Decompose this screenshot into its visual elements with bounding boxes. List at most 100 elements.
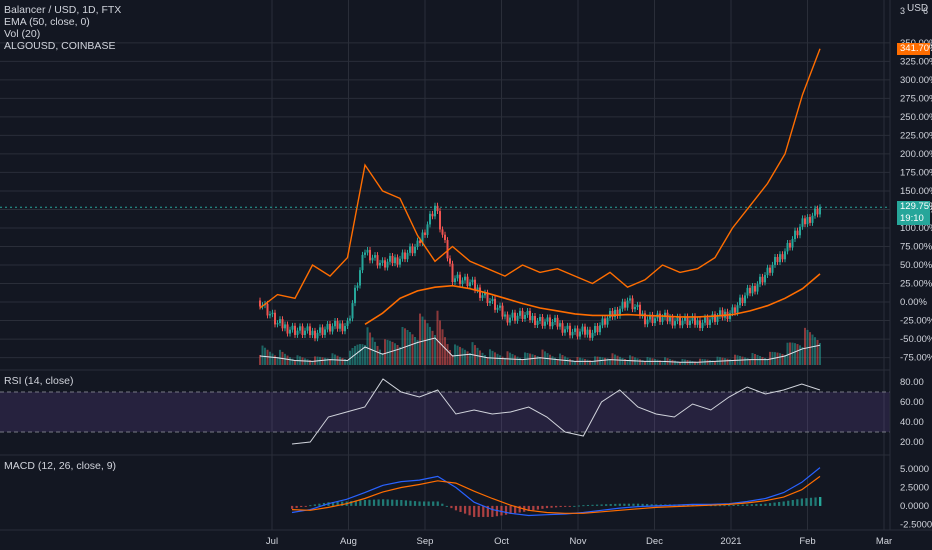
candle-body (331, 326, 334, 332)
macd-histogram-bar (359, 500, 362, 506)
legend-symbol[interactable]: Balancer / USD, 1D, FTX (4, 4, 122, 16)
price-tick-label: -25.00% (900, 316, 932, 327)
time-tick-label: Dec (646, 536, 663, 547)
volume-bar (321, 357, 324, 365)
macd-histogram-bar (791, 500, 794, 506)
volume-bar (444, 337, 446, 365)
volume-bar (604, 357, 606, 365)
macd-histogram-bar (322, 502, 326, 506)
candle-body (779, 254, 781, 263)
candle-body (714, 314, 716, 322)
volume-bar (611, 353, 614, 365)
candle-body (539, 317, 541, 322)
volume-bar (344, 359, 346, 365)
macd-histogram-bar (586, 504, 590, 506)
macd-histogram-bar (386, 499, 389, 506)
candle-body (564, 329, 566, 333)
candle-body (436, 205, 439, 212)
volume-bar (741, 356, 744, 365)
volume-bar (714, 361, 716, 365)
time-axis[interactable]: Jul Aug Sep Oct Nov Dec 2021 Feb Mar (266, 536, 892, 547)
candle-body (694, 316, 696, 325)
macd-histogram-bar (527, 505, 530, 512)
volume-bar (279, 349, 281, 365)
candle-body (566, 325, 569, 330)
candle-body (526, 310, 529, 315)
legend-compare[interactable]: ALGOUSD, COINBASE (4, 40, 116, 52)
volume-bar (791, 342, 794, 365)
volume-bar (276, 357, 279, 365)
macd-histogram-bar (423, 501, 426, 506)
candle-body (741, 297, 744, 304)
candle-body (429, 213, 431, 225)
legend-rsi[interactable]: RSI (14, close) (4, 375, 74, 387)
candle-body (369, 249, 371, 261)
candle-body (514, 312, 516, 321)
currency-label[interactable]: USD (907, 3, 929, 14)
candle-body (361, 254, 364, 271)
volume-bar (494, 352, 496, 365)
macd-histogram-bar (641, 503, 644, 506)
volume-bar (426, 323, 429, 365)
candle-body (744, 295, 746, 304)
volume-bar (359, 344, 361, 365)
volume-bar (711, 360, 714, 365)
candle-body (461, 280, 464, 285)
candle-body (291, 325, 294, 330)
volume-bar (361, 344, 364, 365)
candle-body (411, 246, 414, 254)
candle-body (556, 317, 559, 327)
volume-bar (409, 332, 411, 365)
legend-ema[interactable]: EMA (50, close, 0) (4, 16, 90, 28)
candle-body (589, 329, 591, 338)
candle-body (671, 316, 674, 326)
volume-bar (744, 357, 746, 365)
candle-body (689, 320, 691, 326)
volume-bar (346, 360, 349, 365)
price-pane[interactable]: 3 50.00% 325.00% 300.00% 275.00% 250.00% 225.0… (0, 0, 932, 530)
candle-body (569, 325, 571, 336)
candle-body (544, 321, 546, 326)
price-tick-label: 175.00% (900, 167, 932, 178)
macd-histogram-bar (614, 503, 617, 506)
volume-bar (766, 359, 769, 365)
candle-body (696, 320, 699, 325)
candle-body (664, 312, 666, 318)
volume-bar (609, 359, 611, 365)
volume-bar (459, 346, 461, 365)
time-tick-label: Aug (340, 536, 357, 547)
candle-body (586, 329, 589, 335)
candle-body (646, 319, 649, 325)
candle-body (659, 313, 661, 322)
macd-histogram-bar (459, 505, 462, 512)
candle-body (594, 325, 596, 333)
macd-histogram-bar (741, 504, 744, 506)
candle-body (676, 316, 679, 322)
rsi-pane[interactable]: 80.00 60.00 40.00 20.00 (0, 377, 924, 448)
candle-body (756, 284, 759, 292)
candle-body (389, 255, 391, 262)
macd-histogram-bar (382, 499, 385, 506)
macd-tick-label: -2.5000 (900, 519, 932, 530)
macd-histogram-bar (550, 505, 553, 508)
volume-bar (801, 347, 804, 365)
volume-bar (534, 355, 536, 365)
volume-bar (389, 340, 391, 365)
price-tick-label: 225.00% (900, 130, 932, 141)
macd-pane[interactable]: 5.0000 2.5000 0.0000 -2.5000 (291, 464, 932, 530)
macd-histogram-bar (750, 504, 753, 506)
candle-body (416, 240, 419, 247)
legend-macd[interactable]: MACD (12, 26, close, 9) (4, 460, 117, 472)
macd-histogram-bar (418, 501, 421, 506)
volume-bar (586, 359, 589, 365)
candle-body (799, 226, 801, 236)
candle-body (511, 312, 514, 318)
volume-bar (331, 353, 334, 365)
volume-bar (774, 352, 776, 365)
candle-body (386, 261, 389, 268)
legend-volume[interactable]: Vol (20) (4, 28, 41, 40)
volume-bar (671, 359, 674, 365)
macd-histogram-bar (391, 499, 394, 506)
candle-body (784, 251, 786, 260)
